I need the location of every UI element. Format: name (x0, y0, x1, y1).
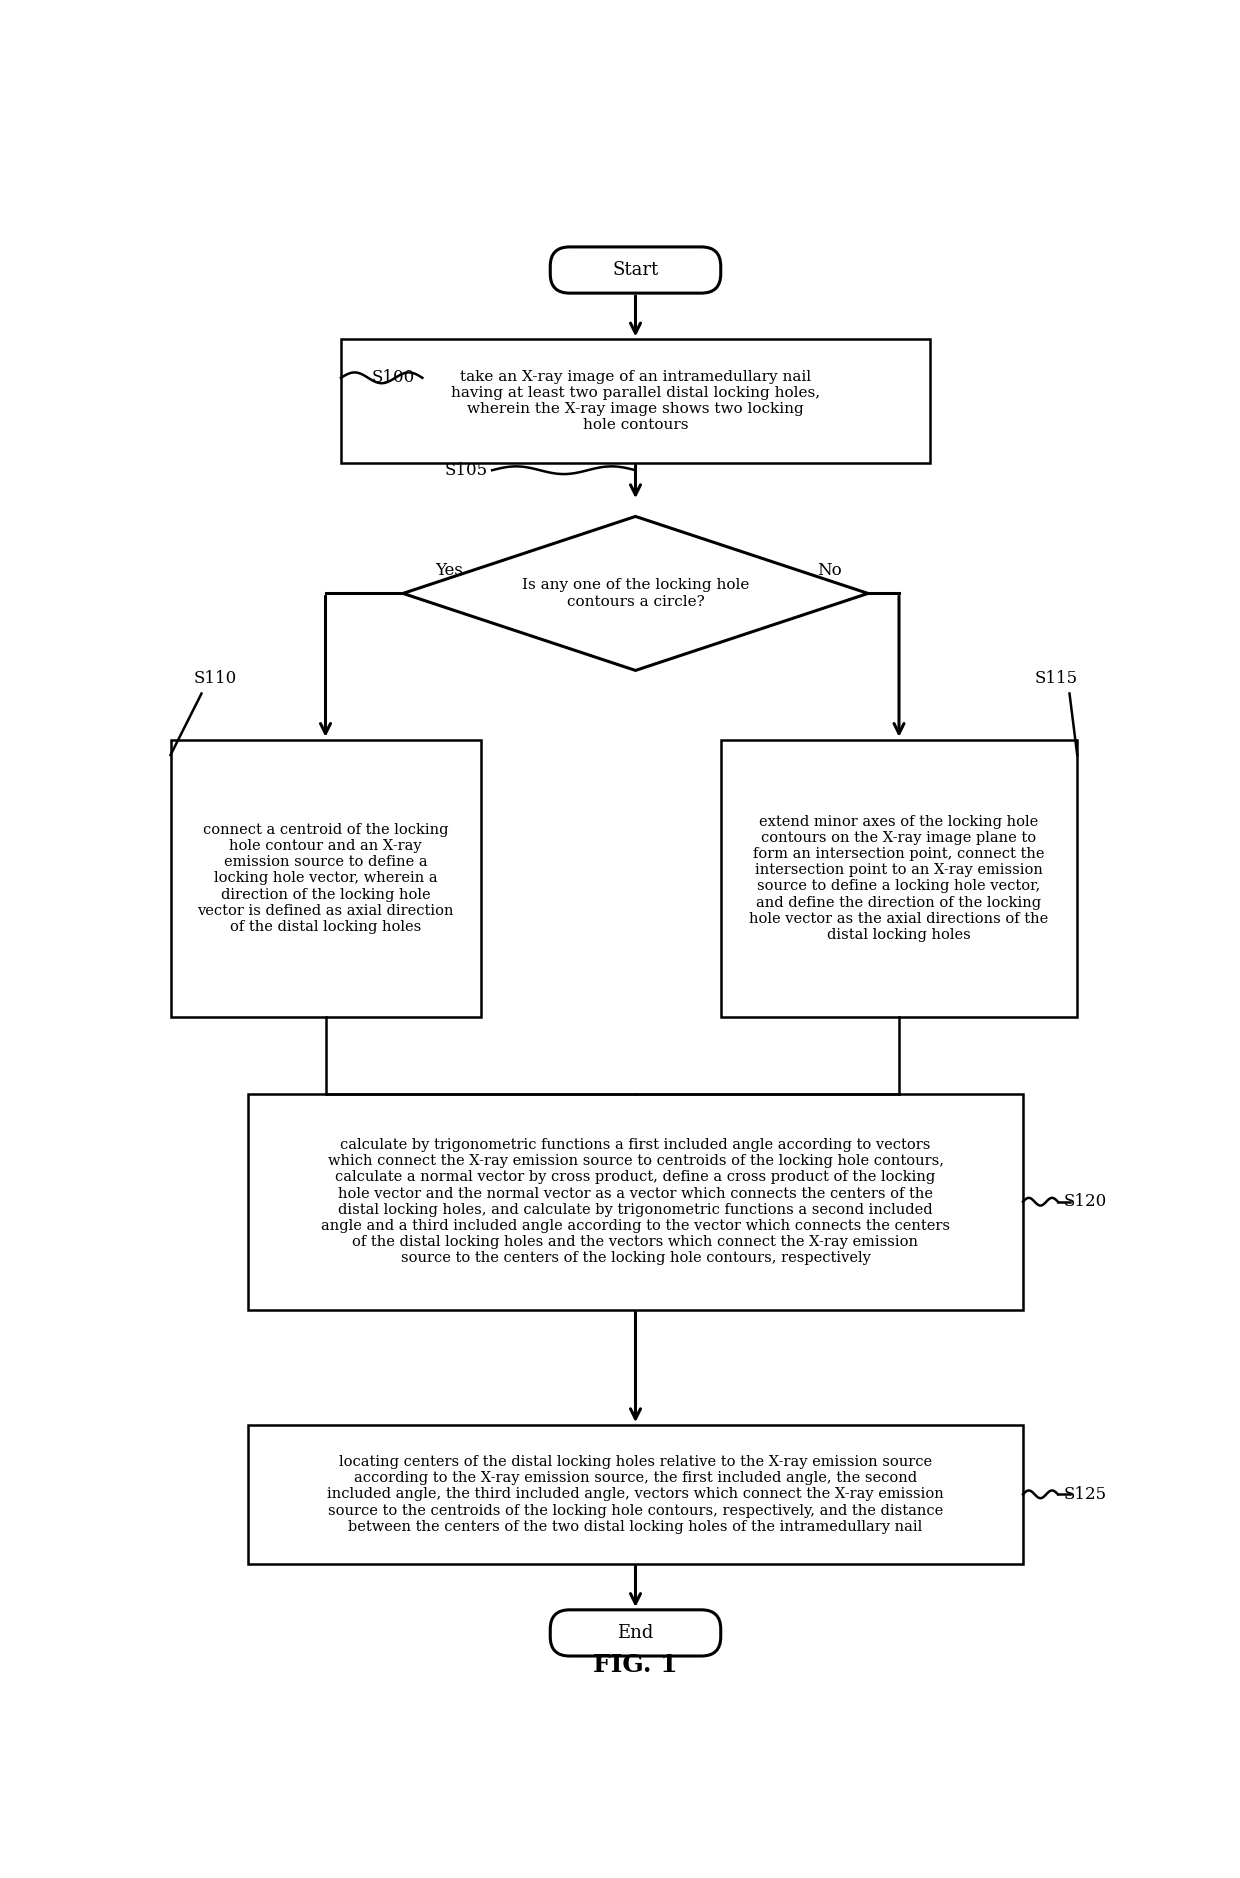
Text: connect a centroid of the locking
hole contour and an X-ray
emission source to d: connect a centroid of the locking hole c… (197, 823, 454, 933)
FancyBboxPatch shape (551, 246, 720, 293)
Text: locating centers of the distal locking holes relative to the X-ray emission sour: locating centers of the distal locking h… (327, 1455, 944, 1534)
Text: S125: S125 (1064, 1485, 1106, 1502)
Bar (248, 1425, 1023, 1564)
Text: Yes: Yes (435, 562, 464, 578)
Polygon shape (403, 516, 868, 670)
Bar (720, 740, 1078, 1016)
Text: take an X-ray image of an intramedullary nail
having at least two parallel dista: take an X-ray image of an intramedullary… (451, 370, 820, 432)
FancyBboxPatch shape (551, 1609, 720, 1656)
Text: No: No (817, 562, 842, 578)
Text: extend minor axes of the locking hole
contours on the X-ray image plane to
form : extend minor axes of the locking hole co… (749, 815, 1049, 943)
Bar (341, 340, 930, 462)
Text: Is any one of the locking hole
contours a circle?: Is any one of the locking hole contours … (522, 578, 749, 608)
Text: End: End (618, 1624, 653, 1641)
Text: Start: Start (613, 261, 658, 280)
Text: S110: S110 (193, 670, 237, 687)
Bar (171, 740, 481, 1016)
Text: FIG. 1: FIG. 1 (593, 1653, 678, 1677)
Text: S120: S120 (1064, 1193, 1106, 1209)
Bar (248, 1093, 1023, 1309)
Text: S115: S115 (1034, 670, 1078, 687)
Text: calculate by trigonometric functions a first included angle according to vectors: calculate by trigonometric functions a f… (321, 1138, 950, 1266)
Text: S105: S105 (445, 462, 489, 479)
Text: S100: S100 (371, 370, 414, 387)
